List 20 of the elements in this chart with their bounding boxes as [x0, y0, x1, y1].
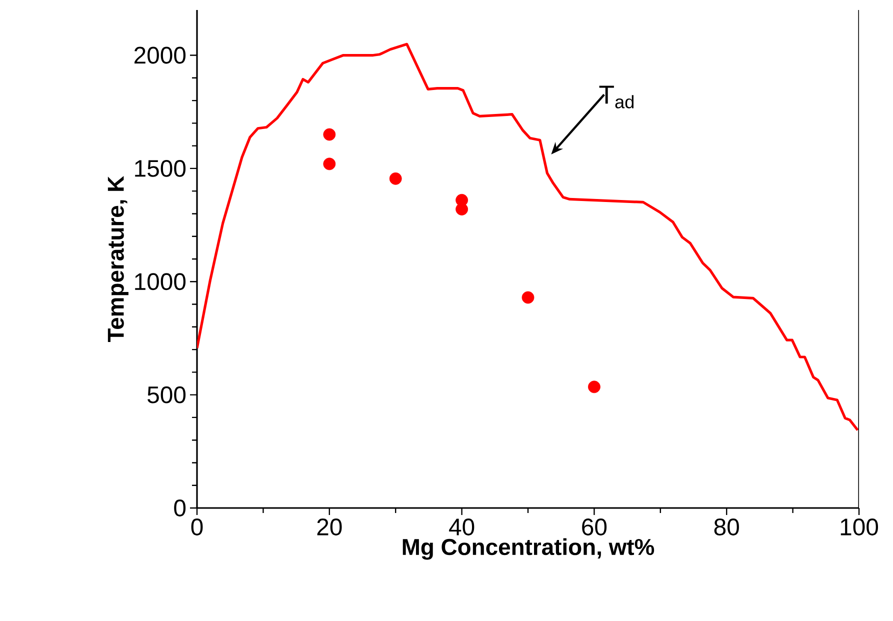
point: [588, 380, 600, 394]
x-tick-label: 100: [840, 518, 878, 536]
line-series: [197, 42, 859, 432]
x-tick-label: 0: [191, 518, 203, 536]
y-tick-label: 0: [174, 500, 186, 516]
point: [323, 128, 336, 141]
x-tick-label: 60: [582, 518, 607, 536]
x-tick-label: 80: [714, 518, 739, 536]
x-tick-label: 20: [317, 518, 342, 536]
point: [323, 158, 336, 170]
x-tick-label: 40: [449, 518, 474, 536]
y-tick-label: 500: [148, 386, 186, 404]
y-tick-label: 2000: [134, 46, 186, 64]
x-axis-title: Mg Concentration, wt%: [402, 538, 654, 560]
point: [522, 291, 534, 304]
y-tick-label: 1500: [135, 160, 186, 177]
annotation: T$_{ad}$: [599, 86, 634, 108]
y-tick-label: 1000: [135, 273, 186, 290]
y-axis-title: Temperature, K: [108, 176, 128, 342]
point: [389, 172, 402, 185]
